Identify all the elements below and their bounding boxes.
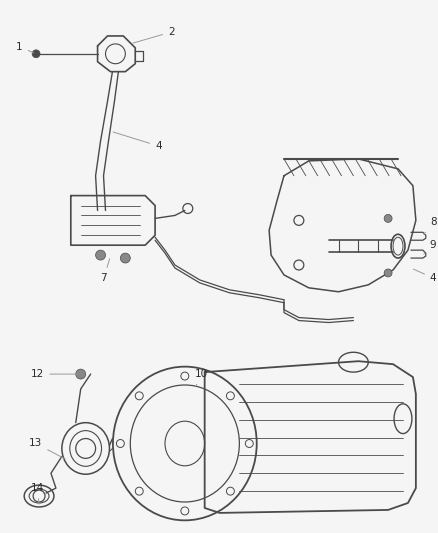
Text: 7: 7 <box>101 259 110 283</box>
Circle shape <box>95 250 106 260</box>
Circle shape <box>120 253 130 263</box>
Text: 8: 8 <box>424 217 436 235</box>
Text: 2: 2 <box>133 27 175 43</box>
Circle shape <box>76 369 86 379</box>
Text: 13: 13 <box>29 439 65 459</box>
Text: 12: 12 <box>31 369 78 379</box>
Circle shape <box>32 50 40 58</box>
Circle shape <box>384 269 392 277</box>
Text: 4: 4 <box>413 269 436 283</box>
Text: 9: 9 <box>424 240 436 254</box>
Text: 14: 14 <box>31 483 44 504</box>
Text: 4: 4 <box>113 132 162 151</box>
Text: 10: 10 <box>195 369 208 386</box>
Circle shape <box>384 214 392 222</box>
Text: 1: 1 <box>16 42 34 53</box>
